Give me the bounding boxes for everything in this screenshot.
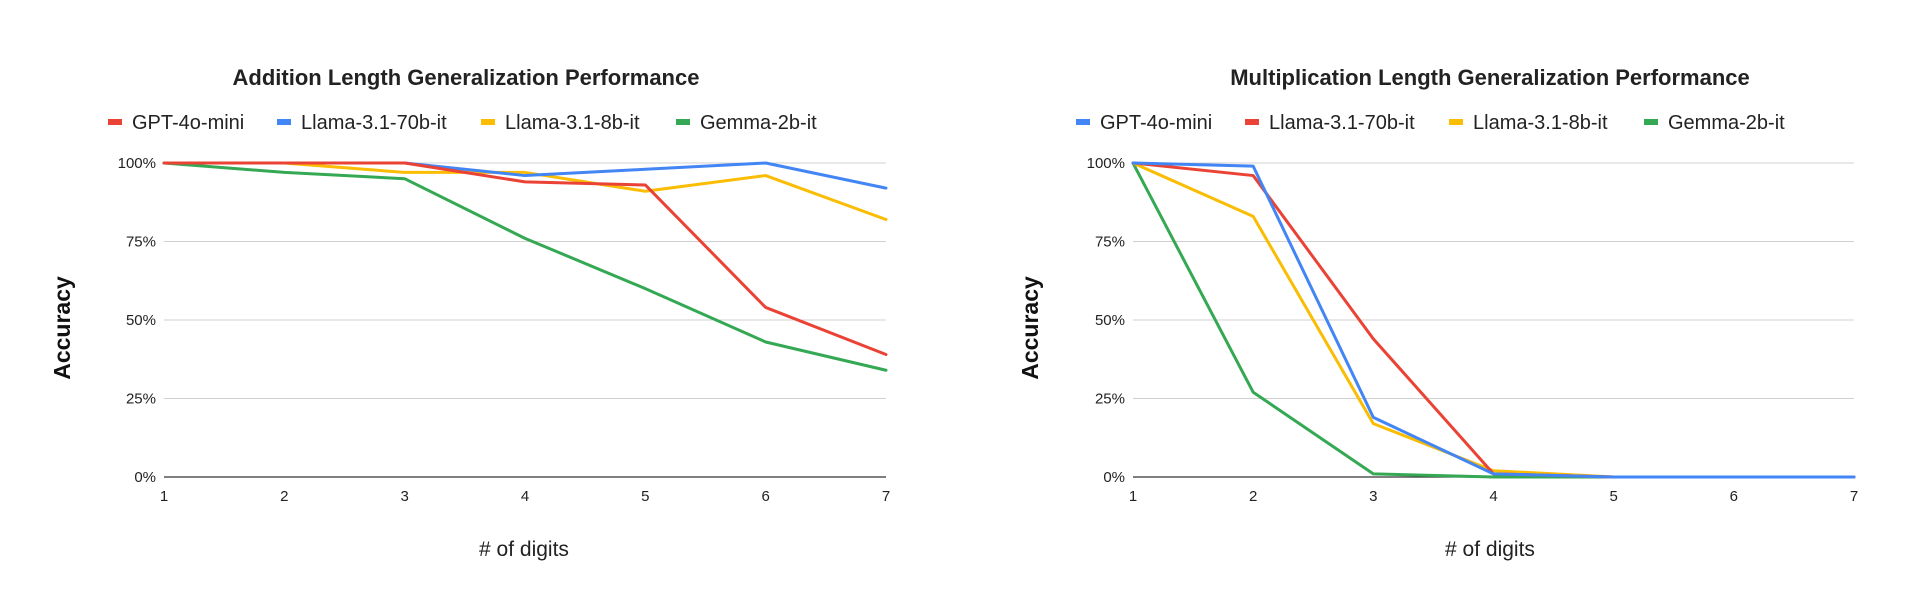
legend-label: Llama-3.1-70b-it [1269, 112, 1415, 134]
x-tick-label: 4 [521, 488, 529, 505]
legend-item: Gemma-2b-it [676, 112, 817, 134]
legend-label: Gemma-2b-it [1668, 112, 1785, 134]
series-line-gpt-4o-mini [1131, 161, 1856, 479]
legend-item: GPT-4o-mini [1076, 112, 1212, 134]
chart-title: Multiplication Length Generalization Per… [1230, 65, 1750, 90]
x-tick-label: 5 [641, 488, 649, 505]
y-tick-label: 75% [126, 234, 156, 251]
plot-area: 0% 25% 50% 75% 100% 1 2 3 4 5 6 7 [1087, 155, 1859, 505]
x-tick-label: 3 [400, 488, 408, 505]
y-axis-label: Accuracy [49, 276, 75, 380]
legend-item: Llama-3.1-70b-it [277, 112, 447, 134]
legend: GPT-4o-mini Llama-3.1-70b-it Llama-3.1-8… [1076, 112, 1785, 134]
legend-label: Gemma-2b-it [700, 112, 817, 134]
x-tick-label: 6 [761, 488, 769, 505]
legend-label: Llama-3.1-8b-it [505, 112, 640, 134]
legend-label: Llama-3.1-8b-it [1473, 112, 1608, 134]
y-tick-label: 25% [126, 391, 156, 408]
legend-label: GPT-4o-mini [1100, 112, 1212, 134]
x-axis-label: # of digits [1445, 538, 1535, 561]
x-tick-label: 7 [1850, 488, 1858, 505]
y-tick-label: 25% [1095, 391, 1125, 408]
chart-title: Addition Length Generalization Performan… [233, 65, 700, 90]
x-tick-label: 1 [1129, 488, 1137, 505]
multiplication-chart: Multiplication Length Generalization Per… [1017, 65, 1858, 561]
x-tick-label: 2 [280, 488, 288, 505]
y-tick-label: 50% [126, 312, 156, 329]
y-tick-label: 0% [134, 469, 156, 486]
series-line-llama-3-1-70b-it [162, 161, 888, 190]
legend-item: Llama-3.1-70b-it [1245, 112, 1415, 134]
y-tick-label: 100% [1087, 155, 1125, 172]
y-tick-label: 50% [1095, 312, 1125, 329]
plot-area: 0% 25% 50% 75% 100% 1 2 3 4 5 6 7 [118, 155, 891, 505]
x-tick-label: 5 [1609, 488, 1617, 505]
x-tick-label: 1 [160, 488, 168, 505]
legend-label: GPT-4o-mini [132, 112, 244, 134]
x-tick-label: 3 [1369, 488, 1377, 505]
series-line-gemma-2b-it [162, 161, 888, 372]
legend-item: GPT-4o-mini [108, 112, 244, 134]
x-tick-label: 6 [1730, 488, 1738, 505]
x-tick-label: 4 [1489, 488, 1497, 505]
legend-label: Llama-3.1-70b-it [301, 112, 447, 134]
y-axis-label: Accuracy [1017, 276, 1043, 380]
y-tick-label: 75% [1095, 234, 1125, 251]
y-tick-label: 100% [118, 155, 156, 172]
y-tick-label: 0% [1103, 469, 1125, 486]
legend-item: Gemma-2b-it [1644, 112, 1785, 134]
legend-item: Llama-3.1-8b-it [1449, 112, 1608, 134]
x-tick-label: 7 [882, 488, 890, 505]
legend-item: Llama-3.1-8b-it [481, 112, 640, 134]
x-tick-label: 2 [1249, 488, 1257, 505]
x-axis-label: # of digits [479, 538, 569, 561]
series-line-gpt-4o-mini [162, 161, 888, 357]
addition-chart: Addition Length Generalization Performan… [49, 65, 890, 561]
legend: GPT-4o-mini Llama-3.1-70b-it Llama-3.1-8… [108, 112, 817, 134]
